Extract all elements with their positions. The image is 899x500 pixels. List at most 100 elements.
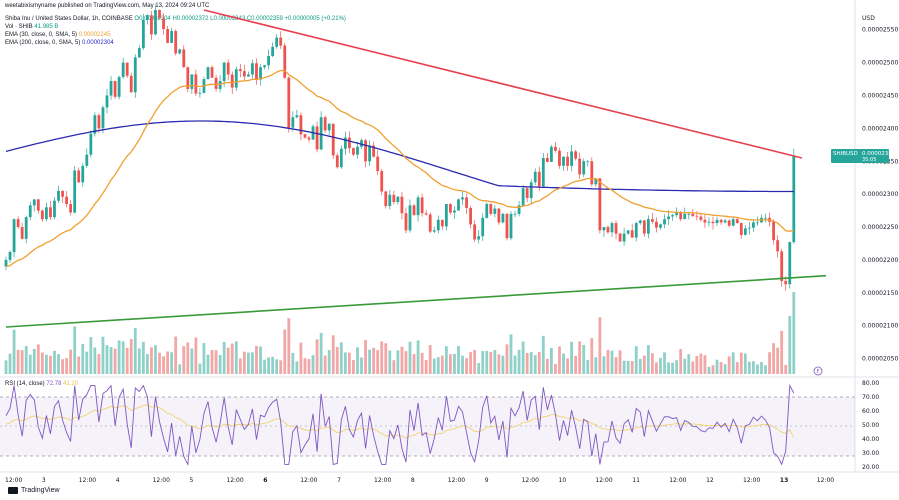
candle-body	[517, 205, 521, 214]
volume-bar	[533, 355, 537, 374]
tradingview-footer[interactable]: TradingView	[8, 487, 60, 494]
candle	[558, 147, 561, 169]
candle	[412, 203, 416, 216]
volume-bar	[303, 358, 307, 374]
candle	[562, 156, 565, 172]
tradingview-brand: TradingView	[21, 487, 60, 494]
candle	[279, 31, 283, 49]
candle	[57, 185, 60, 204]
volume-bar	[715, 359, 719, 374]
candle	[356, 142, 359, 159]
volume-bar	[150, 347, 153, 374]
candle	[667, 210, 670, 226]
candle	[517, 200, 521, 217]
candle-body	[32, 199, 36, 206]
ema30-legend[interactable]: EMA (30, close, 0, SMA, 5) 0.00002245	[5, 31, 110, 39]
volume-bar	[501, 355, 505, 374]
volume-legend[interactable]: Vol · SHIB 41.985 B	[5, 23, 58, 31]
ema30-label: EMA (30, close, 0, SMA, 5)	[5, 32, 78, 38]
candle-body	[699, 216, 703, 220]
candle-body	[242, 71, 246, 77]
candle-body	[642, 220, 646, 234]
candle	[756, 216, 759, 226]
candle	[396, 195, 400, 205]
volume-bar	[170, 352, 174, 374]
candle	[271, 42, 275, 58]
candle-body	[162, 18, 165, 30]
resistance-trendline[interactable]	[203, 9, 803, 159]
candle	[699, 212, 703, 222]
flag-marker-icon[interactable]	[813, 366, 823, 376]
volume-bar	[73, 326, 77, 374]
volume-bar	[525, 352, 529, 374]
support-trendline[interactable]	[5, 274, 827, 328]
volume-bar	[360, 357, 363, 374]
volume-bar	[537, 351, 541, 374]
candle-body	[146, 15, 149, 20]
volume-bar	[529, 352, 533, 374]
time-axis-ticks[interactable]: 12:00 3 12:00 4 12:00 5 12:00 6 12:00 7 12:00 8 12:0…	[5, 477, 834, 484]
candle	[400, 191, 404, 220]
candle	[364, 139, 367, 168]
candle	[703, 214, 707, 228]
volume-bar	[634, 346, 638, 374]
rsi-value: 72.78	[46, 381, 62, 387]
candle	[299, 112, 303, 141]
candle	[275, 34, 279, 49]
candle-body	[97, 115, 101, 129]
rsi-axis-ticks[interactable]: 80.00 70.00 60.00 50.00 40.00 30.00 20.00	[862, 380, 879, 471]
candle	[449, 203, 452, 215]
candle	[348, 131, 351, 154]
candle	[788, 241, 792, 289]
volume-bar	[517, 349, 521, 374]
candle-body	[731, 219, 735, 226]
volume-bar	[602, 356, 606, 374]
rsi-legend[interactable]: RSI (14, close) 72.78 41.20	[5, 380, 78, 388]
candle-body	[291, 117, 295, 128]
candle	[473, 220, 477, 242]
candle	[242, 64, 246, 81]
date-tick: 3	[42, 477, 46, 484]
candle	[602, 227, 606, 237]
volume-bar	[388, 350, 392, 374]
candle	[586, 160, 590, 167]
candle-body	[279, 37, 283, 46]
candle-body	[562, 156, 565, 166]
volume-bar	[618, 350, 622, 374]
volume-value: 41.985 B	[34, 24, 59, 30]
rsi-line	[5, 384, 795, 466]
volume-bar	[598, 317, 602, 374]
volume-bar	[667, 362, 670, 374]
candle	[651, 212, 654, 224]
price-tick: 0.00002500	[862, 60, 898, 67]
candle-body	[752, 222, 755, 228]
volume-bar	[335, 346, 339, 374]
candle	[735, 217, 739, 224]
candle	[630, 223, 634, 238]
candle	[93, 112, 97, 137]
candle	[113, 80, 117, 99]
volume-bar	[481, 351, 485, 374]
candle	[146, 14, 149, 25]
candle-body	[747, 227, 751, 229]
volume-bar	[101, 336, 105, 374]
candle-body	[303, 134, 307, 138]
candle-body	[715, 219, 719, 224]
candle-body	[182, 49, 186, 68]
ema200-legend[interactable]: EMA (200, close, 0, SMA, 5) 0.00002304	[5, 39, 114, 47]
price-axis-ticks[interactable]: 0.00002550 0.00002500 0.00002450 0.00002400…	[862, 27, 898, 363]
candle-body	[412, 205, 416, 216]
candle-body	[275, 37, 279, 47]
volume-bar	[469, 352, 472, 374]
candle-body	[101, 107, 105, 129]
candle-body	[295, 115, 299, 118]
candle-body	[558, 150, 561, 166]
candle-body	[444, 204, 448, 227]
candle-body	[521, 188, 525, 206]
candle-body	[154, 10, 157, 35]
volume-bar	[77, 356, 81, 374]
volume-bar	[420, 352, 424, 374]
date-tick: 12:00	[448, 477, 465, 484]
candle-body	[590, 161, 594, 185]
